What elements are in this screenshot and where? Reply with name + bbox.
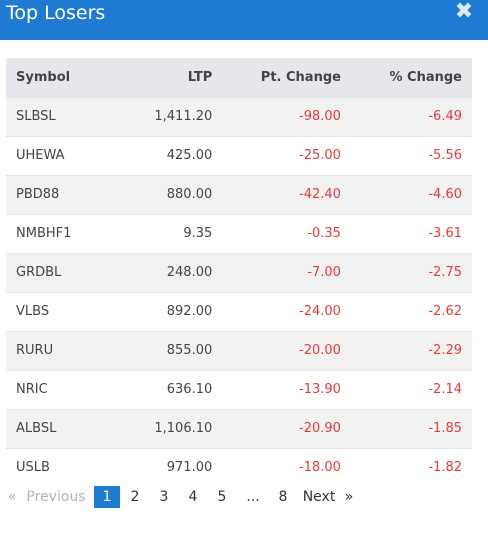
next-arrow-icon[interactable]: »	[344, 489, 354, 505]
ltp-cell: 9.35	[183, 226, 213, 241]
pt-change-cell: -20.90	[299, 421, 341, 436]
table-row: SLBSL 1,411.20 -98.00 -6.49	[6, 97, 472, 136]
ltp-cell: 880.00	[166, 187, 213, 202]
pct-change-cell: -2.62	[428, 304, 462, 319]
pt-change-cell: -7.00	[307, 265, 341, 280]
pct-change-cell: -4.60	[428, 187, 462, 202]
page-link-3[interactable]: 3	[159, 489, 169, 505]
pt-change-cell: -18.00	[299, 460, 341, 476]
pt-change-cell: -24.00	[299, 304, 341, 319]
pagination: « Previous 1 2 3 4 5 ... 8 Next »	[6, 486, 356, 508]
symbol-cell: USLB	[16, 460, 50, 476]
ltp-cell: 855.00	[166, 343, 213, 358]
table-row: USLB 971.00 -18.00 -1.82	[6, 448, 472, 487]
symbol-cell: RURU	[16, 343, 54, 358]
symbol-cell: ALBSL	[16, 421, 57, 436]
column-header-ltp[interactable]: LTP	[187, 69, 213, 85]
table-row: NRIC 636.10 -13.90 -2.14	[6, 370, 472, 409]
pct-change-cell: -1.82	[428, 460, 462, 476]
symbol-cell: GRDBL	[16, 265, 62, 280]
ltp-cell: 971.00	[166, 460, 213, 476]
ltp-cell: 425.00	[166, 148, 213, 163]
pct-change-cell: -5.56	[428, 148, 462, 163]
table-row: ALBSL 1,106.10 -20.90 -1.85	[6, 409, 472, 448]
symbol-cell: NRIC	[16, 382, 48, 397]
pct-change-cell: -2.29	[428, 343, 462, 358]
modal-title: Top Losers	[6, 2, 106, 24]
column-header-pct-change[interactable]: % Change	[389, 69, 463, 85]
column-header-pt-change[interactable]: Pt. Change	[260, 69, 341, 85]
table-header-row: Symbol LTP Pt. Change % Change	[6, 58, 472, 97]
pct-change-cell: -6.49	[428, 109, 462, 124]
ltp-cell: 1,411.20	[154, 109, 213, 124]
pt-change-cell: -20.00	[299, 343, 341, 358]
table-row: GRDBL 248.00 -7.00 -2.75	[6, 253, 472, 292]
top-losers-table: Symbol LTP Pt. Change % Change SLBSL 1,4…	[6, 58, 472, 487]
pct-change-cell: -1.85	[428, 421, 462, 436]
pct-change-cell: -2.75	[428, 265, 462, 280]
ltp-cell: 1,106.10	[154, 421, 213, 436]
symbol-cell: NMBHF1	[16, 226, 72, 241]
pt-change-cell: -13.90	[299, 382, 341, 397]
table-row: RURU 855.00 -20.00 -2.29	[6, 331, 472, 370]
page-link-2[interactable]: 2	[130, 489, 140, 505]
pct-change-cell: -2.14	[428, 382, 462, 397]
table-row: NMBHF1 9.35 -0.35 -3.61	[6, 214, 472, 253]
symbol-cell: VLBS	[16, 304, 50, 319]
ltp-cell: 892.00	[166, 304, 213, 319]
pt-change-cell: -0.35	[307, 226, 341, 241]
page-link-8[interactable]: 8	[278, 489, 288, 505]
pt-change-cell: -42.40	[299, 187, 341, 202]
pt-change-cell: -25.00	[299, 148, 341, 163]
column-header-symbol[interactable]: Symbol	[16, 69, 71, 85]
table-row: PBD88 880.00 -42.40 -4.60	[6, 175, 472, 214]
page-link-5[interactable]: 5	[217, 489, 227, 505]
page-link-4[interactable]: 4	[188, 489, 198, 505]
table-row: UHEWA 425.00 -25.00 -5.56	[6, 136, 472, 175]
symbol-cell: PBD88	[16, 187, 60, 202]
ltp-cell: 248.00	[166, 265, 213, 280]
close-icon[interactable]: ✖	[454, 0, 474, 24]
next-page-link[interactable]: Next	[302, 489, 336, 505]
page-link-1[interactable]: 1	[94, 486, 120, 508]
ltp-cell: 636.10	[166, 382, 213, 397]
previous-page-link[interactable]: Previous	[26, 489, 86, 505]
page-ellipsis: ...	[246, 489, 260, 505]
table-row: VLBS 892.00 -24.00 -2.62	[6, 292, 472, 331]
symbol-cell: UHEWA	[16, 148, 65, 163]
pt-change-cell: -98.00	[299, 109, 341, 124]
symbol-cell: SLBSL	[16, 109, 56, 124]
pct-change-cell: -3.61	[428, 226, 462, 241]
previous-arrow-icon: «	[7, 489, 17, 505]
modal-header: Top Losers ✖	[0, 0, 488, 40]
